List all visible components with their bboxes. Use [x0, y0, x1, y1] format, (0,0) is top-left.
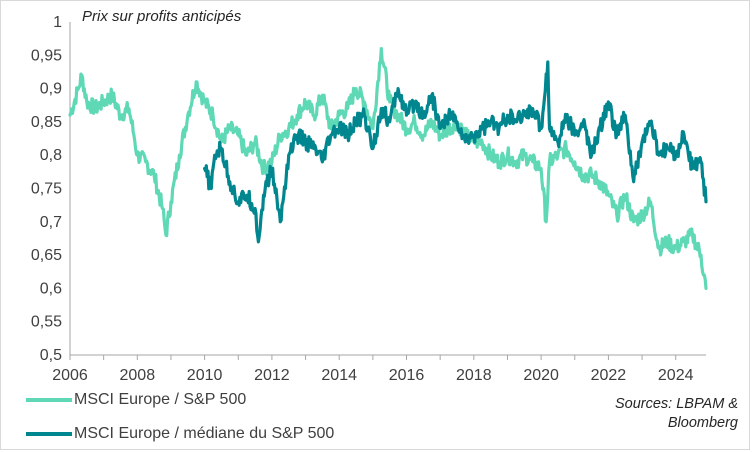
x-tick-label: 2008 [120, 367, 156, 384]
sources-note: Sources: LBPAM & Bloomberg [538, 395, 738, 433]
series-line-europe-sp500 [68, 47, 708, 290]
legend-swatch-europe-median [26, 432, 72, 436]
x-tick-label: 2024 [658, 367, 694, 384]
legend-label-europe-sp500: MSCI Europe / S&P 500 [74, 391, 247, 408]
y-tick-label: 1 [53, 14, 62, 31]
x-tick-label: 2022 [591, 367, 627, 384]
x-tick-label: 2006 [52, 367, 88, 384]
y-tick-label: 0,6 [40, 280, 62, 297]
legend-swatch-europe-sp500 [26, 398, 72, 402]
sources-line-2: Bloomberg [667, 415, 738, 431]
y-tick-label: 0,85 [31, 114, 62, 131]
y-tick-label: 0,8 [40, 147, 62, 164]
x-tick-label: 2018 [456, 367, 492, 384]
chart-title: Prix sur profits anticipés [82, 8, 242, 25]
x-tick-label: 2016 [389, 367, 425, 384]
y-axis: 0,5 0,55 0,6 0,65 0,7 0,75 0,8 0,85 0,9 0,95 1 [31, 14, 71, 364]
y-tick-label: 0,75 [31, 181, 62, 198]
x-tick-label: 2020 [523, 367, 559, 384]
legend-item-europe-sp500: MSCI Europe / S&P 500 [26, 391, 246, 409]
y-tick-label: 0,9 [40, 81, 62, 98]
y-tick-label: 0,55 [31, 314, 62, 331]
x-tick-label: 2014 [321, 367, 357, 384]
legend-item-europe-median: MSCI Europe / médiane du S&P 500 [26, 425, 334, 443]
x-tick-label: 2010 [187, 367, 223, 384]
legend-label-europe-median: MSCI Europe / médiane du S&P 500 [74, 425, 335, 442]
y-tick-label: 0,7 [40, 214, 62, 231]
series-layer [68, 47, 708, 290]
series-line-europe-median [203, 60, 708, 244]
y-tick-label: 0,65 [31, 247, 62, 264]
x-axis: 2006 2008 2010 2012 2014 2016 2018 2020 2022 2024 [52, 354, 706, 384]
x-tick-label: 2012 [254, 367, 290, 384]
sources-line-1: Sources: LBPAM & [614, 396, 738, 412]
y-tick-label: 0,5 [40, 347, 62, 364]
y-tick-label: 0,95 [31, 47, 62, 64]
